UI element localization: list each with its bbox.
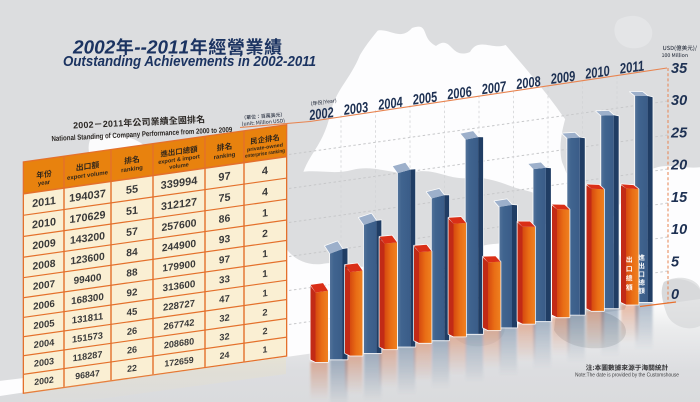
svg-text:96847: 96847	[75, 368, 100, 381]
svg-text:0: 0	[671, 287, 679, 303]
svg-text:86: 86	[219, 212, 231, 226]
svg-text:15: 15	[671, 190, 688, 206]
svg-text:168300: 168300	[71, 292, 104, 308]
svg-text:export & import: export & import	[158, 154, 200, 166]
svg-text:84: 84	[126, 247, 138, 260]
svg-text:Outstanding Achievements in 20: Outstanding Achievements in 2002-2011	[63, 54, 316, 70]
svg-text:5: 5	[671, 255, 680, 271]
svg-text:2009: 2009	[549, 69, 576, 88]
svg-text:2007: 2007	[480, 79, 508, 98]
svg-text:2008: 2008	[515, 74, 543, 93]
svg-text:private-owned: private-owned	[247, 142, 283, 153]
svg-text:51: 51	[126, 205, 138, 219]
svg-text:2006: 2006	[446, 84, 474, 103]
svg-text:313600: 313600	[163, 279, 196, 295]
svg-text:2011: 2011	[618, 59, 645, 78]
svg-text:2: 2	[262, 326, 267, 337]
svg-text:26: 26	[127, 344, 137, 355]
svg-text:131811: 131811	[72, 311, 104, 326]
svg-text:2010: 2010	[584, 64, 611, 83]
svg-text:88: 88	[126, 267, 138, 280]
svg-text:267742: 267742	[164, 317, 195, 331]
svg-text:312127: 312127	[161, 196, 197, 213]
svg-text:2009: 2009	[32, 237, 55, 252]
svg-text:2003: 2003	[34, 356, 54, 369]
svg-text:75: 75	[218, 191, 230, 205]
svg-text:2011: 2011	[32, 195, 56, 210]
svg-text:export volume: export volume	[67, 170, 109, 182]
svg-text:22: 22	[127, 363, 137, 374]
svg-text:97: 97	[218, 170, 230, 184]
svg-text:2007: 2007	[33, 279, 56, 293]
svg-text:2003: 2003	[342, 100, 369, 119]
svg-text:26: 26	[127, 326, 137, 337]
svg-text:257600: 257600	[161, 217, 196, 234]
svg-text:ranking: ranking	[121, 165, 143, 174]
svg-text:2: 2	[262, 307, 267, 318]
svg-text:123600: 123600	[70, 252, 105, 268]
svg-text:244900: 244900	[162, 239, 197, 255]
svg-text:ranking: ranking	[214, 152, 236, 161]
svg-text:97: 97	[219, 254, 231, 267]
svg-text:1: 1	[262, 288, 268, 300]
svg-text:33: 33	[219, 274, 230, 287]
svg-text:57: 57	[126, 225, 138, 239]
svg-text:enterprise ranking: enterprise ranking	[245, 148, 285, 160]
svg-text:45: 45	[127, 306, 138, 319]
svg-text:208680: 208680	[164, 336, 194, 350]
svg-text:2002: 2002	[34, 374, 54, 387]
svg-text:92: 92	[127, 287, 138, 300]
svg-text:194037: 194037	[69, 188, 106, 205]
svg-text:32: 32	[219, 312, 229, 323]
svg-text:2004: 2004	[377, 95, 404, 114]
svg-text:24: 24	[220, 350, 230, 361]
svg-text:4: 4	[262, 186, 268, 199]
svg-text:2004: 2004	[34, 337, 55, 350]
svg-text:4: 4	[262, 165, 269, 178]
svg-text:47: 47	[219, 293, 230, 305]
svg-text:25: 25	[670, 125, 688, 141]
svg-text:32: 32	[219, 331, 229, 342]
svg-text:1: 1	[262, 207, 268, 220]
svg-text:2: 2	[262, 229, 268, 241]
svg-text:1: 1	[263, 344, 268, 355]
svg-text:143200: 143200	[70, 230, 105, 247]
svg-text:118287: 118287	[73, 349, 103, 363]
svg-text:35: 35	[671, 61, 688, 77]
svg-text:2010: 2010	[32, 216, 56, 231]
svg-text:93: 93	[219, 234, 231, 247]
svg-text:55: 55	[126, 183, 138, 197]
svg-text:2005: 2005	[33, 318, 55, 332]
svg-text:2005: 2005	[411, 89, 439, 108]
svg-text:99400: 99400	[74, 272, 102, 287]
svg-text:20: 20	[670, 158, 687, 174]
svg-text:2002: 2002	[308, 105, 335, 124]
svg-text:volume: volume	[169, 162, 189, 171]
svg-text:2006: 2006	[33, 299, 55, 313]
svg-text:30: 30	[671, 93, 687, 109]
svg-text:1: 1	[262, 269, 268, 281]
svg-text:228727: 228727	[163, 298, 195, 313]
svg-text:10: 10	[671, 222, 687, 238]
svg-text:2008: 2008	[33, 259, 56, 273]
svg-text:151573: 151573	[72, 330, 103, 344]
svg-text:1: 1	[262, 249, 268, 261]
svg-text:179900: 179900	[162, 259, 196, 275]
svg-text:170629: 170629	[69, 209, 105, 226]
svg-text:year: year	[38, 180, 51, 188]
svg-text:339994: 339994	[161, 175, 199, 192]
svg-text:Note:The date is provided by t: Note:The date is provided by the Customs…	[575, 373, 679, 379]
svg-text:172659: 172659	[164, 355, 193, 369]
